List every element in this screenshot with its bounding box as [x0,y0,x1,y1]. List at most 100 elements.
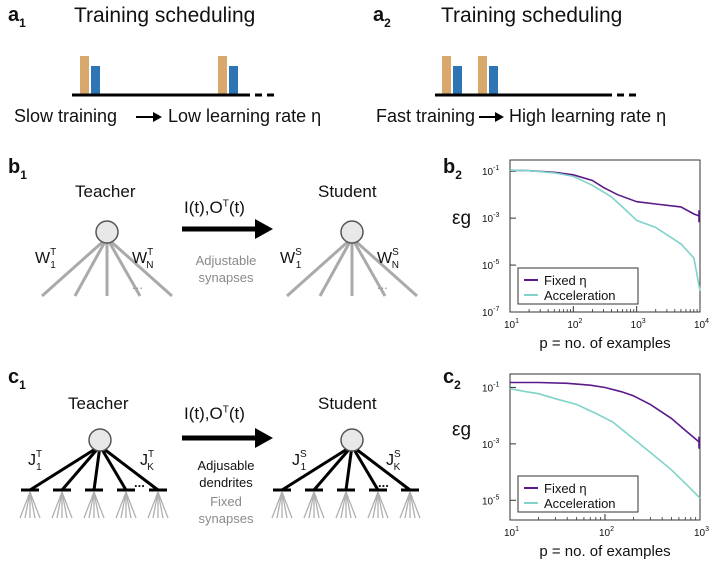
x-axis-label: p = no. of examples [539,335,670,352]
c1-student-synapse [335,491,347,519]
y-tick-label: 10-1 [482,381,499,394]
c1-teacher-synapse [83,491,95,519]
c1-teacher-synapse [125,491,137,519]
c1-student-synapse [409,491,416,519]
legend-entry: Fixed η [544,481,587,496]
c1-teacher-synapse [152,491,159,519]
b1-wn-teacher: WTN [132,247,154,271]
c1-note-synapses: Fixed synapses [198,494,254,526]
c1-student-synapse [313,491,325,519]
b1-teacher-neuron [95,220,119,244]
c1-student-synapse [404,491,411,519]
c1-note-dendrites: Adjusable dendrites [197,458,255,490]
c1-student-synapse [409,491,421,519]
legend-entry: Fixed η [544,273,587,288]
c1-teacher-synapse [115,491,127,519]
c1-teacher-synapse [24,491,31,519]
c1-teacher-synapse [157,491,169,519]
c1-student-dendrite [344,445,354,491]
c1-jk-teacher: JTK [140,449,155,473]
c1-teacher-synapse [29,491,36,519]
plot-frame [509,159,701,313]
b1-arrow [182,219,273,239]
c1-teacher-synapse [147,491,159,519]
c1-teacher-dendrite [60,445,102,491]
a2-bar-orange-2 [478,56,487,94]
a1-bar-blue-1 [91,66,100,94]
a2-title: Training scheduling [441,4,623,27]
b1-dots-teacher: ... [132,277,143,292]
x-axis-label: p = no. of examples [539,543,670,560]
a1-bar-blue-2 [229,66,238,94]
c1-teacher-synapse [157,491,164,519]
c1-teacher-neuron [88,428,112,452]
y-axis-label: εg [452,419,471,440]
a2-bar-blue-2 [489,66,498,94]
c1-teacher-synapse [93,491,105,519]
c1-teacher-synapse [61,491,68,519]
c1-teacher-dendrite [92,445,102,491]
panel-label-c2: c2 [443,366,461,392]
legend-entry: Acceleration [544,288,616,303]
a1-arrow [136,112,162,122]
c1-teacher-synapse [51,491,63,519]
c1-student-label: Student [318,394,377,413]
b1-student-neuron [340,220,364,244]
c1-teacher-synapse [125,491,132,519]
legend-box [517,267,639,305]
c1-student-dendrite [350,445,380,491]
c1-student-synapse [377,491,389,519]
a1-right-text: Low learning rate η [168,106,322,126]
panel-label-b1: b1 [8,156,27,182]
b1-signal: I(t),OT(t) [184,198,245,217]
c1-teacher-label: Teacher [68,394,129,413]
c1-teacher-synapse [56,491,63,519]
a1-bar-orange-1 [80,56,89,94]
c1-teacher-synapse [19,491,31,519]
c1-student-synapse [345,491,357,519]
c1-student-synapse [345,491,352,519]
b1-wn-student: WSN [377,247,400,271]
c1-student-dendrite [351,444,411,492]
c1-student-synapse [313,491,320,519]
c1-student-synapse [399,491,411,519]
c1-teacher-synapse [88,491,95,519]
c1-teacher-synapse [120,491,127,519]
legend-box [517,475,639,513]
c1-student-synapse [340,491,347,519]
a2-bar-blue-1 [453,66,462,94]
a2-right-text: High learning rate η [509,106,667,126]
c1-student-synapse [281,491,288,519]
a1-title: Training scheduling [74,4,256,27]
panel-label-a1: a1 [8,4,26,30]
c1-student-dendrite [281,444,353,492]
c1-dots-student: ... [378,475,389,490]
c1-student-dendrite [312,445,354,491]
c1-arrow [182,428,273,448]
c1-j1-student: JS1 [292,449,307,473]
c1-student-synapse [271,491,283,519]
x-tick-label: 102 [599,526,614,539]
c1-dots-teacher: ... [134,475,145,490]
y-tick-label: 10-3 [482,438,499,451]
panel-label-a2: a2 [373,4,391,30]
c1-student-synapse [372,491,379,519]
panel-label-b2: b2 [443,156,462,182]
c1-student-synapse [377,491,384,519]
c1-jk-student: JSK [386,449,401,473]
c1-j1-teacher: JT1 [28,449,43,473]
x-tick-label: 101 [504,526,519,539]
c1-teacher-synapse [93,491,100,519]
c1-student-neuron [340,428,364,452]
c1-teacher-dendrite [98,445,128,491]
b1-dots-student: ... [377,277,388,292]
y-tick-label: 10-5 [482,494,499,507]
a2-left-text: Fast training [376,106,476,126]
c1-student-synapse [367,491,379,519]
b1-student-label: Student [318,182,377,201]
